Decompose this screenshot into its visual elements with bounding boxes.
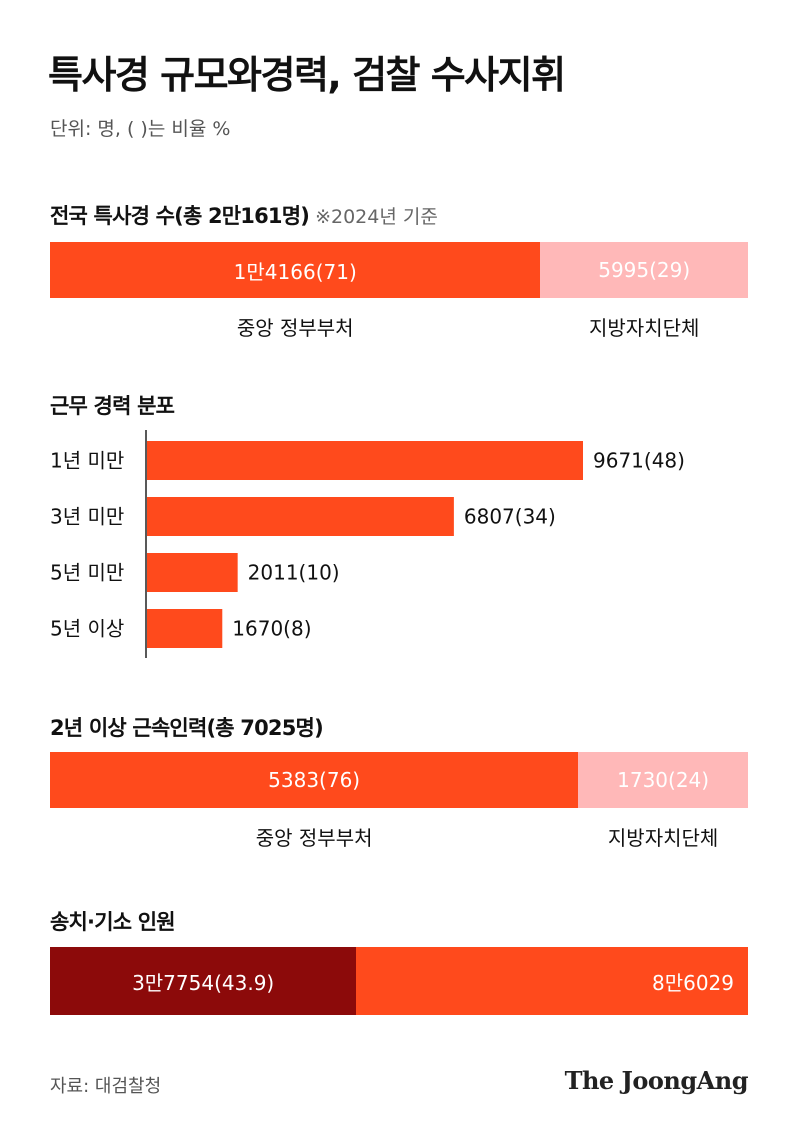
career-value-label: 2011(10) xyxy=(248,561,340,585)
longterm-central-value-label: 5383(76) xyxy=(268,768,361,792)
career-bar xyxy=(147,609,223,648)
local-gov-segment: 5995(29) xyxy=(540,242,748,298)
career-category-label: 5년 미만 xyxy=(50,561,124,585)
referral-total-label: 8만6029 xyxy=(651,970,734,995)
total-stacked-bar: 1만4166(71) 5995(29) xyxy=(50,242,748,298)
career-bar xyxy=(147,441,583,480)
referral-total-bar: 3만7754(43.9) 8만6029 xyxy=(50,947,748,1015)
total-section-title: 전국 특사경 수(총 2만161명) ※2024년 기준 xyxy=(50,200,438,230)
publisher-logo: The JoongAng xyxy=(564,1066,749,1095)
unit-note: 단위: 명, ( )는 비율 % xyxy=(50,118,231,140)
indicted-inner-bar: 3만7754(43.9) xyxy=(50,947,357,1015)
page-title: 특사경 규모와경력, 검찰 수사지휘 xyxy=(48,53,566,97)
source-note: 자료: 대검찰청 xyxy=(50,1076,162,1097)
longterm-local-segment: 1730(24) xyxy=(578,752,748,808)
career-value-label: 1670(8) xyxy=(232,617,311,641)
longterm-central-segment: 5383(76) xyxy=(50,752,579,808)
career-bar xyxy=(147,553,238,592)
central-gov-label: 중앙 정부부처 xyxy=(236,316,354,340)
longterm-central-label: 중앙 정부부처 xyxy=(255,826,373,850)
career-value-label: 9671(48) xyxy=(593,449,685,473)
career-category-label: 1년 미만 xyxy=(50,449,124,473)
longterm-local-value-label: 1730(24) xyxy=(617,768,710,792)
central-gov-segment: 1만4166(71) xyxy=(50,242,541,298)
career-category-label: 3년 미만 xyxy=(50,505,124,529)
career-section-title: 근무 경력 분포 xyxy=(50,394,175,418)
indicted-value-label: 3만7754(43.9) xyxy=(132,970,275,995)
longterm-section-title: 2년 이상 근속인력(총 7025명) xyxy=(50,716,324,740)
longterm-stacked-bar: 5383(76) 1730(24) xyxy=(50,752,748,808)
central-gov-value-label: 1만4166(71) xyxy=(233,259,357,284)
local-gov-value-label: 5995(29) xyxy=(598,258,691,282)
total-title-text: 전국 특사경 수(총 2만161명) xyxy=(50,204,310,228)
prosecution-section-title: 송치·기소 인원 xyxy=(50,910,176,934)
total-base-note: ※2024년 기준 xyxy=(315,206,438,228)
career-bar xyxy=(147,497,454,536)
career-value-label: 6807(34) xyxy=(464,505,556,529)
longterm-local-label: 지방자치단체 xyxy=(607,826,719,850)
career-category-label: 5년 이상 xyxy=(50,617,124,641)
career-bar-chart: 1년 미만 9671(48) 3년 미만 6807(34) 5년 미만 2011(10) 5… xyxy=(50,430,685,658)
local-gov-label: 지방자치단체 xyxy=(589,316,700,340)
